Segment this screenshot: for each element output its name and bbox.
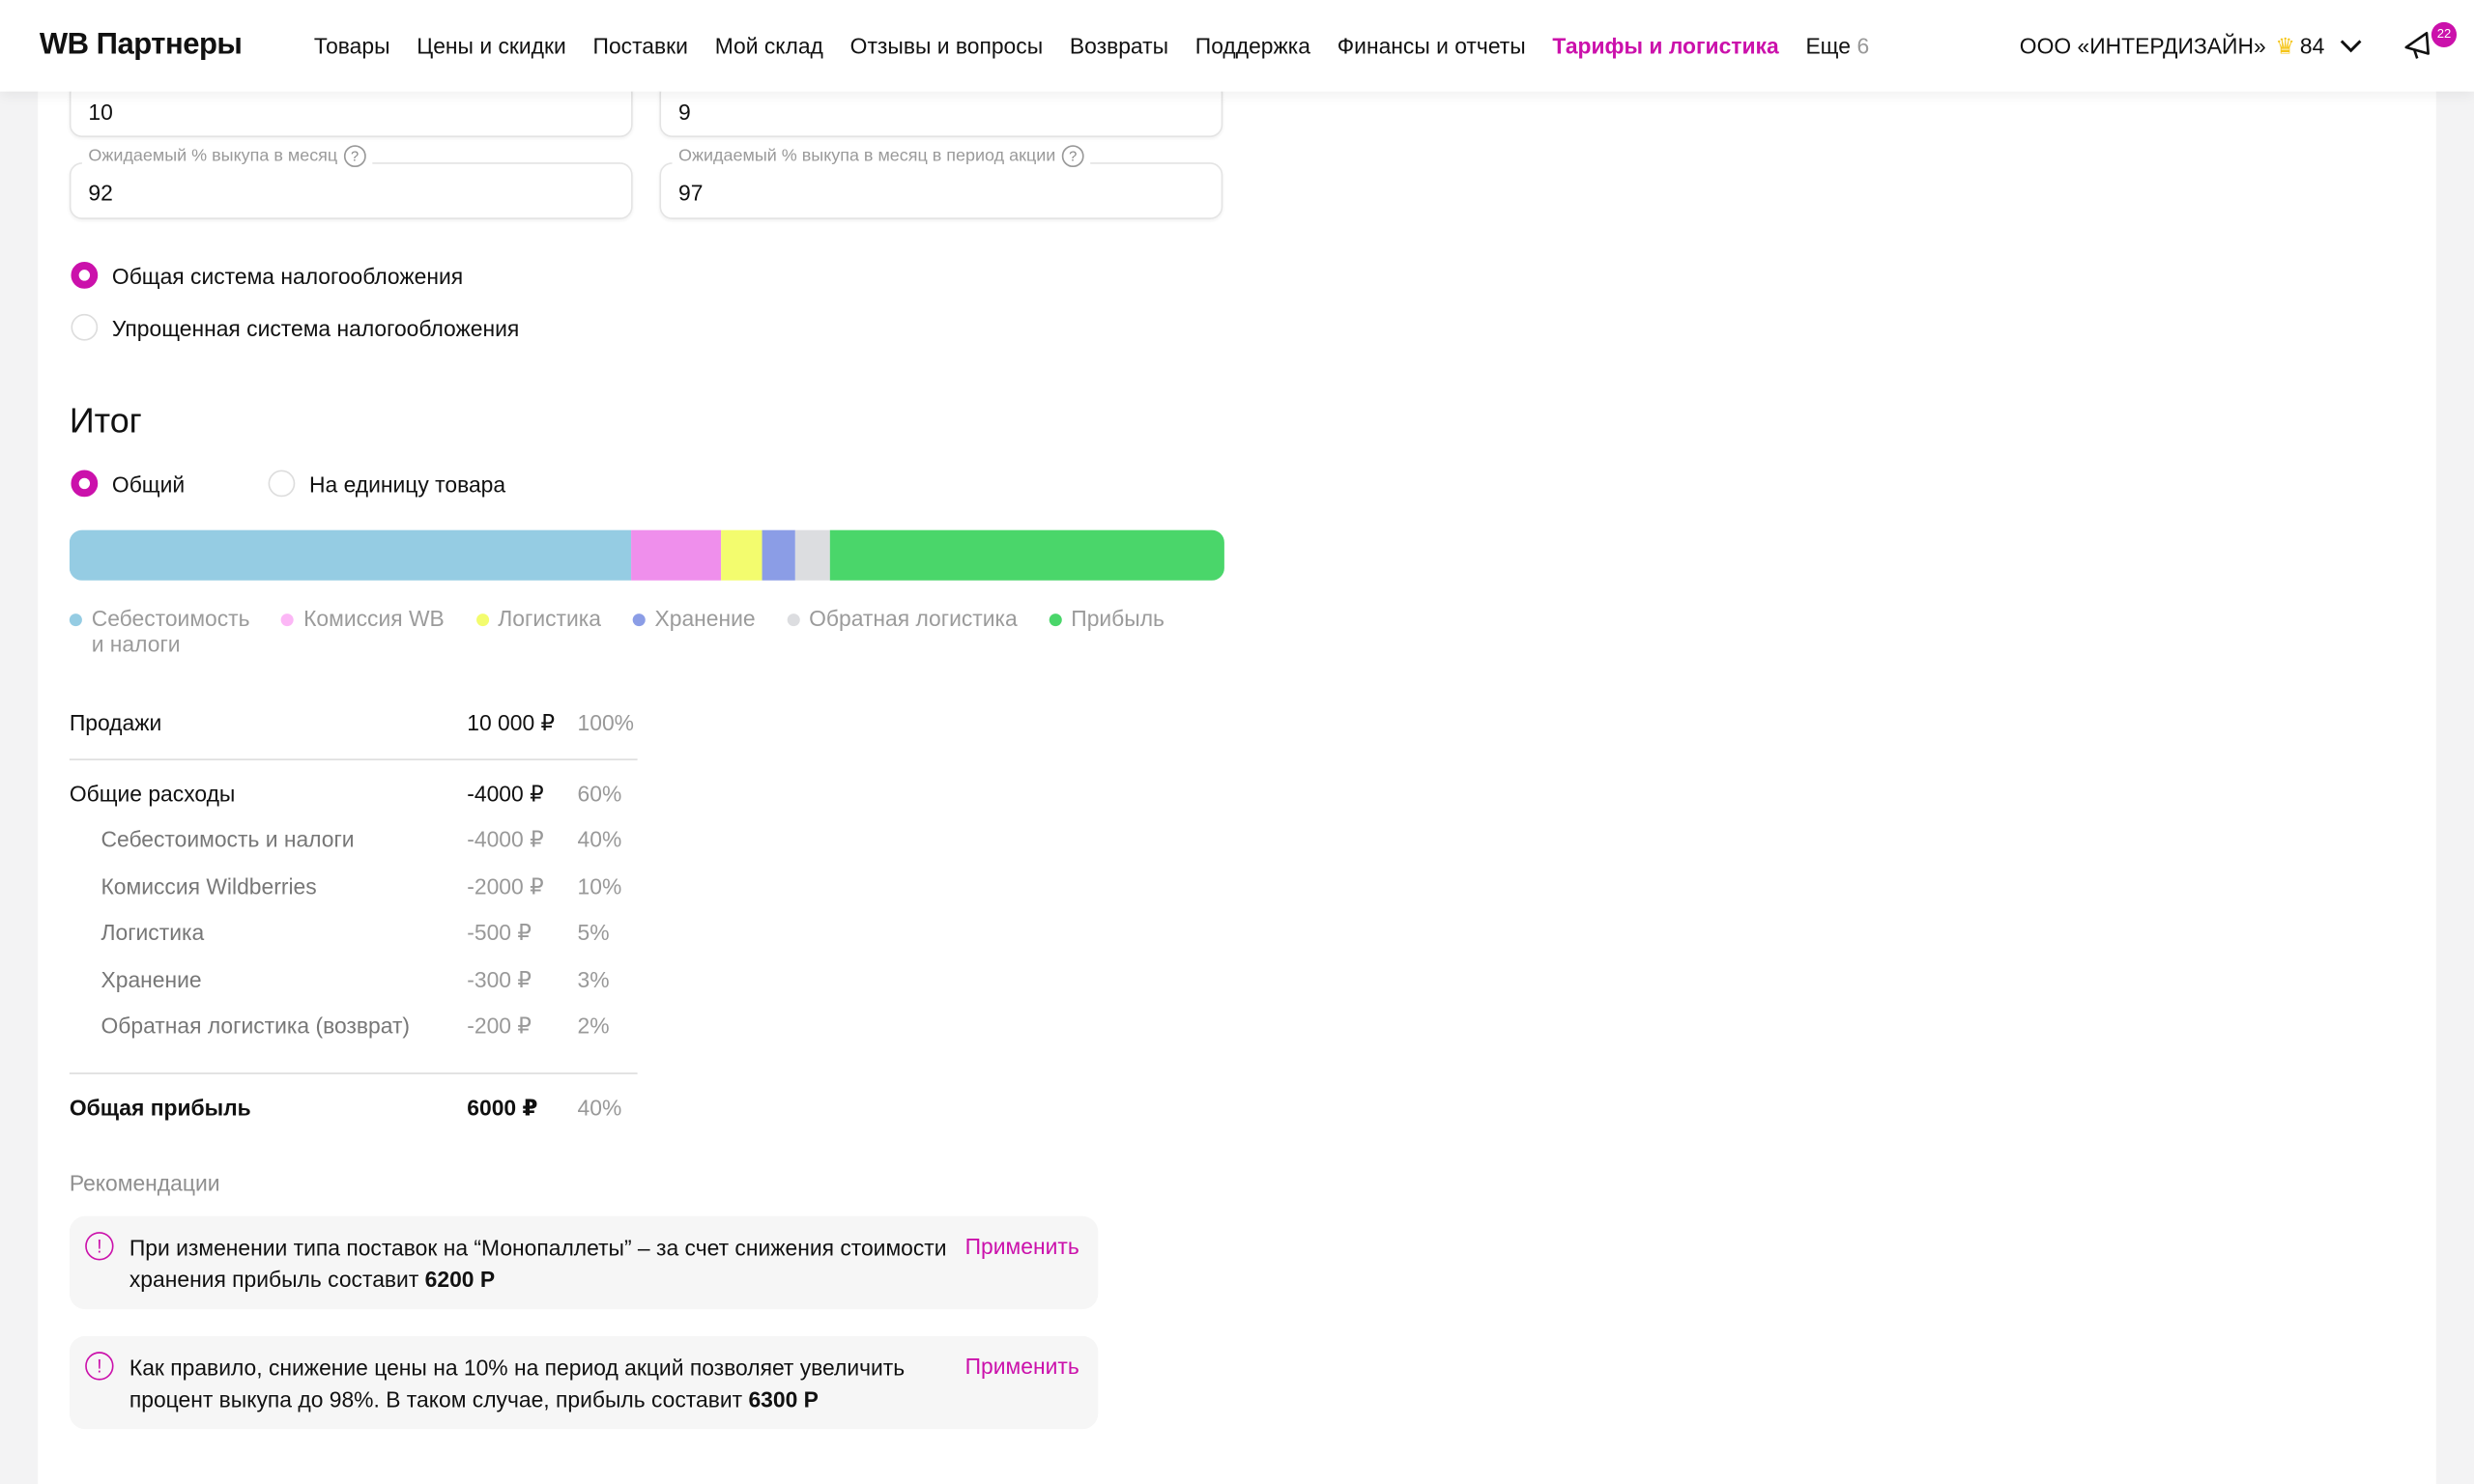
crown-icon: ♛ bbox=[2275, 32, 2295, 58]
legend-dot bbox=[787, 614, 800, 627]
radio-empty-icon bbox=[71, 313, 99, 341]
org-name: ООО «ИНТЕРДИЗАЙН» bbox=[2019, 33, 2266, 59]
org-selector[interactable]: ООО «ИНТЕРДИЗАЙН» ♛ 84 bbox=[2020, 32, 2363, 59]
alert-icon: ! bbox=[85, 1232, 114, 1261]
bar-segment-3 bbox=[720, 529, 762, 581]
nav-supplies[interactable]: Поставки bbox=[592, 33, 688, 59]
recommendations-title: Рекомендации bbox=[69, 1170, 220, 1196]
notification-badge: 22 bbox=[2431, 21, 2458, 47]
legend-logistics: Логистика bbox=[475, 606, 601, 656]
legend-label: Хранение bbox=[654, 605, 756, 632]
mode-unit-radio[interactable]: На единицу товара bbox=[268, 470, 506, 498]
legend-dot bbox=[281, 614, 295, 627]
profit-row: Общая прибыль 6000 ₽40% bbox=[69, 1095, 622, 1121]
expense-item-row: Логистика -500 ₽5% bbox=[101, 919, 610, 945]
tax-simplified-radio[interactable]: Упрощенная система налогообложения bbox=[71, 313, 520, 341]
radio-selected-icon bbox=[71, 262, 99, 289]
bar-segment-4 bbox=[762, 529, 796, 581]
legend-commission: Комиссия WB bbox=[281, 606, 445, 656]
label-text: Ожидаемый % выкупа в месяц в период акци… bbox=[678, 146, 1056, 166]
legend-label: Себестоимость и налоги bbox=[91, 605, 250, 657]
nav-goods[interactable]: Товары bbox=[313, 33, 390, 59]
legend-storage: Хранение bbox=[632, 605, 756, 656]
legend-cost: Себестоимость и налоги bbox=[69, 605, 250, 657]
legend-label: Комиссия WB bbox=[303, 605, 445, 632]
chart-legend: Себестоимость и налоги Комиссия WB Логист… bbox=[69, 605, 1196, 657]
nav-returns[interactable]: Возвраты bbox=[1069, 33, 1169, 59]
nav-warehouse[interactable]: Мой склад bbox=[714, 33, 823, 59]
nav-tariffs[interactable]: Тарифы и логистика bbox=[1552, 33, 1779, 59]
sales-row: Продажи 10 000 ₽100% bbox=[69, 709, 635, 735]
expenses-row: Общие расходы -4000 ₽60% bbox=[69, 781, 622, 807]
apply-button[interactable]: Применить bbox=[964, 1353, 1079, 1379]
expense-item-row: Себестоимость и налоги -4000 ₽40% bbox=[101, 826, 622, 852]
nav-more-count: 6 bbox=[1856, 33, 1870, 59]
expense-item-row: Хранение -300 ₽3% bbox=[101, 966, 610, 992]
nav-reviews[interactable]: Отзывы и вопросы bbox=[849, 33, 1044, 59]
expense-item-row: Комиссия Wildberries -2000 ₽10% bbox=[101, 873, 622, 899]
legend-dot bbox=[475, 614, 489, 627]
top-nav: WB Партнеры Товары Цены и скидки Поставк… bbox=[0, 0, 2474, 92]
bar-segment-1 bbox=[69, 529, 631, 581]
radio-label: Упрощенная система налогообложения bbox=[111, 314, 520, 340]
chevron-down-icon bbox=[2341, 40, 2362, 53]
legend-profit: Прибыль bbox=[1049, 606, 1165, 656]
help-icon[interactable]: ? bbox=[343, 145, 366, 168]
field-value: 92 bbox=[88, 180, 113, 206]
summary-title: Итог bbox=[69, 400, 142, 441]
logo[interactable]: WB Партнеры bbox=[39, 28, 243, 62]
bar-segment-5 bbox=[795, 529, 831, 581]
buyout-label: Ожидаемый % выкупа в месяц? bbox=[81, 145, 373, 168]
buyout-field[interactable]: 92 bbox=[69, 162, 633, 219]
legend-dot bbox=[1049, 614, 1062, 627]
radio-label: Общий bbox=[111, 471, 186, 497]
nav-more[interactable]: Еще 6 bbox=[1805, 33, 1869, 58]
recommendation-text: При изменении типа поставок на “Монопалл… bbox=[129, 1235, 947, 1293]
divider bbox=[69, 758, 638, 760]
radio-empty-icon bbox=[268, 470, 296, 498]
legend-label: Обратная логистика bbox=[809, 605, 1018, 632]
mode-total-radio[interactable]: Общий bbox=[71, 470, 186, 498]
apply-button[interactable]: Применить bbox=[964, 1233, 1079, 1259]
buyout-promo-label: Ожидаемый % выкупа в месяц в период акци… bbox=[672, 145, 1091, 168]
notification-icon[interactable] bbox=[2402, 28, 2436, 63]
nav-prices[interactable]: Цены и скидки bbox=[417, 33, 566, 59]
buyout-promo-field[interactable]: 97 bbox=[659, 162, 1223, 219]
rating: 84 bbox=[2299, 33, 2325, 59]
radio-selected-icon bbox=[71, 470, 99, 498]
field-value: 9 bbox=[678, 99, 691, 125]
legend-dot bbox=[632, 614, 646, 627]
radio-label: Общая система налогообложения bbox=[111, 262, 464, 288]
legend-reverse-logistics: Обратная логистика bbox=[787, 605, 1018, 656]
recommendation-card: ! При изменении типа поставок на “Монопа… bbox=[69, 1215, 1099, 1310]
label-text: Ожидаемый % выкупа в месяц bbox=[88, 146, 338, 166]
expense-item-row: Обратная логистика (возврат) -200 ₽2% bbox=[101, 1013, 610, 1039]
field-value: 10 bbox=[88, 99, 113, 125]
legend-label: Прибыль bbox=[1071, 605, 1165, 632]
main-nav: Товары Цены и скидки Поставки Мой склад … bbox=[314, 33, 1896, 58]
nav-finance[interactable]: Финансы и отчеты bbox=[1337, 33, 1526, 59]
help-icon[interactable]: ? bbox=[1061, 145, 1084, 168]
bar-segment-2 bbox=[630, 529, 721, 581]
field-value: 97 bbox=[678, 180, 704, 206]
nav-more-label: Еще bbox=[1805, 33, 1851, 59]
alert-icon: ! bbox=[85, 1352, 114, 1381]
legend-label: Логистика bbox=[498, 605, 601, 632]
recommendation-card: ! Как правило, снижение цены на 10% на п… bbox=[69, 1335, 1099, 1430]
recommendation-text: Как правило, снижение цены на 10% на пер… bbox=[129, 1355, 906, 1413]
divider bbox=[69, 1072, 638, 1074]
legend-dot bbox=[69, 614, 82, 627]
radio-label: На единицу товара bbox=[308, 471, 506, 497]
cost-structure-bar bbox=[69, 529, 1224, 581]
bar-segment-6 bbox=[830, 529, 1224, 581]
tax-general-radio[interactable]: Общая система налогообложения bbox=[71, 262, 463, 289]
nav-support[interactable]: Поддержка bbox=[1194, 33, 1311, 59]
